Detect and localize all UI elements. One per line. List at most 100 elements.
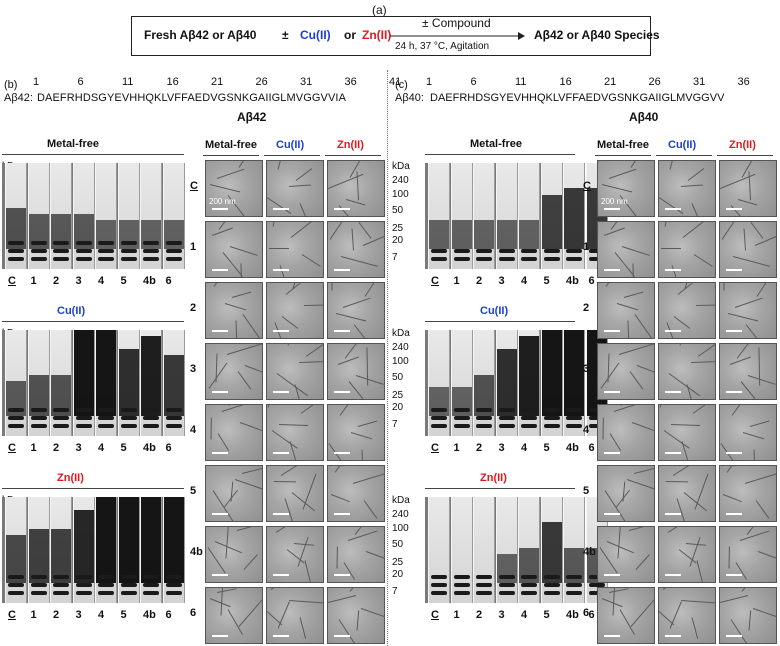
tem-fibril [742, 432, 765, 440]
tem-fibril [280, 466, 299, 476]
gel-lane [473, 163, 495, 269]
tem-fibril [288, 184, 311, 187]
tem-fibril [356, 610, 360, 631]
tem-header: Zn(II) [729, 139, 756, 151]
gel-band [588, 249, 605, 253]
tem-fibril [757, 551, 776, 565]
gel-header: Metal-free [47, 138, 99, 150]
gel-lane [450, 330, 473, 436]
tem-fibril [329, 222, 347, 240]
tem-image [266, 343, 324, 400]
tem-image [719, 343, 777, 400]
gel-header-rule [2, 321, 184, 322]
gel-band [8, 241, 24, 245]
tem-fibril [302, 473, 317, 510]
gel-smear [73, 213, 94, 249]
tem-fibril [279, 265, 290, 277]
gel-band [453, 416, 470, 420]
kda-label: 240 [392, 175, 409, 186]
gel-band [8, 416, 24, 420]
tem-header: Zn(II) [337, 139, 364, 151]
tem-fibril [238, 161, 252, 168]
gel-smear [96, 497, 116, 583]
gel-band [453, 583, 470, 587]
gel-smear [118, 497, 139, 583]
tem-fibril [666, 322, 675, 338]
gel-smear [6, 535, 26, 583]
tem-fibril [275, 527, 309, 533]
tem-fibril [603, 227, 625, 236]
gel-band [566, 424, 582, 428]
tem-fibril [602, 417, 604, 440]
gel-image [2, 497, 185, 603]
residue-number: 31 [300, 76, 313, 88]
tem-fibril [750, 222, 764, 239]
gel-band [165, 257, 182, 261]
tem-fibril [627, 320, 630, 338]
tem-image [266, 221, 324, 278]
tem-fibril [696, 560, 705, 582]
tem-fibril [274, 322, 283, 338]
tem-fibril [635, 554, 650, 570]
tem-row-label: 4 [190, 424, 197, 436]
scale-bar-label: 200 nm [601, 197, 628, 206]
gel-band [476, 416, 492, 420]
gel-band [566, 583, 582, 587]
gel-band [588, 591, 605, 595]
tem-image [597, 526, 655, 583]
residue-number: 31 [693, 76, 706, 88]
lane-label: 1 [453, 442, 460, 454]
tem-fibril [720, 443, 739, 460]
tem-fibril [668, 373, 701, 397]
kda-label: 50 [392, 539, 404, 550]
tem-fibril [270, 588, 297, 590]
tem-fibril [239, 422, 262, 436]
tem-image [205, 282, 263, 339]
gel-smear [451, 220, 472, 249]
gel-band [476, 591, 492, 595]
tem-image [205, 343, 263, 400]
reaction-scheme: Fresh Aβ42 or Aβ40 ± Cu(II) or Zn(II) ± … [131, 16, 660, 56]
gel-band [30, 583, 47, 587]
tem-fibril [304, 560, 313, 582]
gel-band [53, 591, 69, 595]
tem-fibril [226, 344, 262, 355]
gel-band [588, 257, 605, 261]
tem-row-label: C [583, 180, 591, 192]
gel-band [8, 591, 24, 595]
tem-row-label: 4b [583, 546, 596, 558]
tem-fibril [608, 588, 629, 593]
tem-image [266, 404, 324, 461]
scheme-right-text: Aβ42 or Aβ40 Species [534, 28, 660, 42]
tem-image [327, 465, 385, 522]
tem-image [266, 282, 324, 339]
gel-band [165, 424, 182, 428]
tem-image [327, 282, 385, 339]
gel-lane [428, 163, 450, 269]
gel-header: Zn(II) [480, 472, 507, 484]
lane-label: 6 [588, 442, 595, 454]
tem-row-label: 6 [583, 607, 590, 619]
tem-fibril [335, 313, 367, 322]
tem-fibril [243, 554, 258, 570]
tem-fibril [214, 541, 242, 554]
tem-image [719, 465, 777, 522]
panel-b-sequence: DAEFRHDSGYEVHHQKLVFFAEDVGSNKGAIIGLMVGGVV… [37, 92, 347, 104]
tem-image [719, 221, 777, 278]
gel-lane [95, 163, 117, 269]
gel-lane [140, 163, 162, 269]
tem-fibril [745, 324, 770, 338]
kda-label: 25 [392, 223, 404, 234]
scheme-arrow-top: ± Compound [422, 16, 491, 30]
tem-fibril [342, 297, 371, 308]
gel-lane [450, 497, 473, 603]
residue-number: 21 [211, 76, 224, 88]
gel-band [98, 416, 114, 420]
lane-label: 1 [30, 442, 37, 454]
gel-smear [96, 330, 116, 416]
tem-fibril [758, 347, 761, 386]
tem-fibril [349, 588, 364, 592]
tem-fibril [328, 594, 357, 603]
gel-lane [162, 497, 185, 603]
tem-fibril [728, 546, 730, 569]
